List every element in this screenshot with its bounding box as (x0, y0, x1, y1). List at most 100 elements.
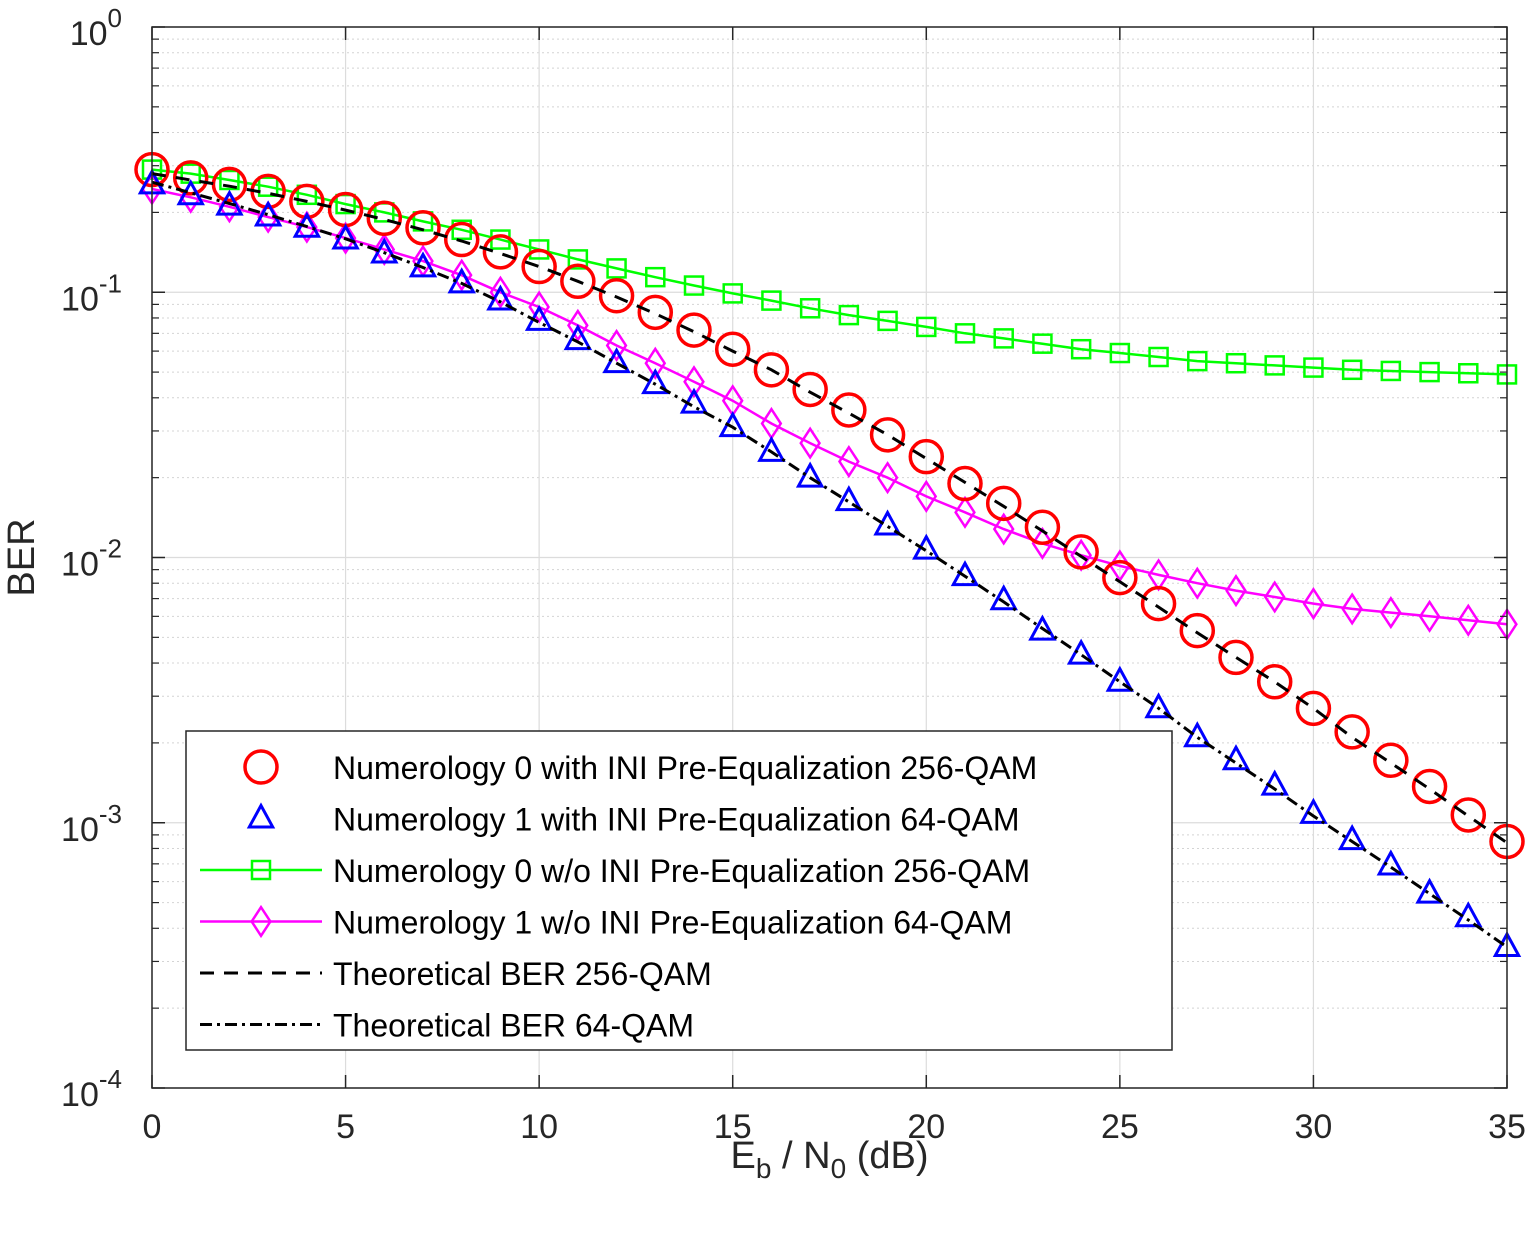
data-point (838, 444, 860, 479)
data-point (1063, 534, 1099, 570)
data-point (211, 166, 248, 203)
data-point (1031, 526, 1054, 561)
y-tick-exponent: 0 (108, 3, 122, 33)
data-point (683, 275, 705, 296)
data-point (915, 479, 938, 513)
y-tick-base: 10 (61, 811, 99, 849)
data-point (1334, 714, 1370, 750)
y-tick-exponent: -2 (99, 534, 122, 564)
data-point (676, 312, 712, 348)
data-point (831, 392, 867, 428)
legend-label: Theoretical BER 64-QAM (333, 1008, 694, 1044)
legend-label: Theoretical BER 256-QAM (333, 956, 712, 992)
data-point (838, 304, 860, 326)
legend-box (185, 730, 1173, 1051)
data-point (992, 512, 1015, 546)
data-point (1140, 585, 1177, 622)
data-point (560, 263, 596, 300)
x-tick-label: 35 (1488, 1108, 1526, 1146)
data-point (1102, 559, 1138, 596)
y-tick-exponent: -1 (99, 268, 122, 298)
data-point (908, 438, 945, 475)
data-point (1186, 566, 1209, 600)
data-point (1302, 587, 1325, 621)
data-point (799, 426, 821, 460)
y-axis-title: BER (1, 518, 43, 596)
x-axis-title: Eb / N0 (dB) (731, 1135, 929, 1184)
data-point (761, 290, 782, 311)
data-point (722, 283, 743, 304)
data-point (1341, 359, 1363, 381)
series-line (151, 168, 1508, 376)
legend: Numerology 0 with INI Pre-Equalization 2… (185, 730, 1173, 1051)
x-tick-label: 0 (143, 1108, 162, 1146)
legend-item: Numerology 1 with INI Pre-Equalization 6… (246, 802, 1020, 838)
data-point (1256, 664, 1293, 700)
x-axis-title-main: E (731, 1135, 756, 1177)
data-point (521, 248, 557, 285)
legend-marker (243, 749, 279, 785)
data-point (714, 331, 751, 367)
data-point (1457, 603, 1480, 637)
data-point (1225, 574, 1247, 608)
y-tick-label: 10-3 (61, 799, 122, 849)
legend-item: Numerology 1 w/o INI Pre-Equalization 64… (200, 905, 1012, 941)
data-point (334, 221, 357, 255)
data-point (489, 275, 512, 309)
data-point (373, 232, 396, 267)
data-point (1028, 614, 1057, 641)
data-point (1187, 350, 1208, 372)
data-point (1032, 333, 1053, 354)
x-axis-title-tail: (dB) (846, 1135, 928, 1177)
data-point (443, 221, 480, 258)
data-point (528, 290, 550, 324)
series-layer (134, 151, 1525, 957)
x-axis-title-sub-0: 0 (831, 1153, 847, 1184)
data-point (1303, 357, 1324, 378)
y-tick-label: 10-4 (61, 1064, 122, 1114)
data-point (331, 223, 360, 250)
x-tick-label: 10 (520, 1108, 558, 1146)
data-point (637, 294, 674, 331)
legend-label: Numerology 0 with INI Pre-Equalization 2… (333, 750, 1037, 786)
data-point (1183, 721, 1212, 748)
y-tick-label: 10-1 (61, 268, 122, 318)
data-point (1264, 355, 1285, 376)
data-point (1380, 360, 1402, 382)
data-point (176, 179, 205, 206)
data-point (1380, 595, 1402, 630)
legend-item: Numerology 0 w/o INI Pre-Equalization 25… (200, 853, 1030, 889)
x-axis-title-mid: / N (771, 1135, 830, 1177)
data-point (605, 328, 628, 363)
data-point (1337, 823, 1367, 851)
data-point (1179, 612, 1216, 649)
data-point (1411, 768, 1448, 805)
data-point (563, 323, 593, 351)
data-point (753, 352, 790, 388)
data-point (451, 219, 472, 241)
data-point (450, 258, 473, 292)
data-point (1144, 692, 1173, 719)
data-point (645, 266, 666, 288)
data-point (1070, 338, 1092, 360)
legend-marker (246, 802, 276, 829)
data-point (1109, 342, 1131, 364)
data-point (1458, 363, 1479, 384)
data-point (876, 461, 899, 495)
series-line (151, 172, 1508, 845)
legend-item: Numerology 0 with INI Pre-Equalization 2… (243, 749, 1037, 786)
series-line (151, 187, 1508, 626)
y-tick-base: 10 (70, 15, 108, 53)
data-point (1218, 639, 1254, 676)
x-tick-label: 5 (336, 1108, 355, 1146)
data-point (405, 210, 441, 246)
data-point (567, 308, 589, 342)
data-point (644, 346, 667, 380)
legend-label: Numerology 1 with INI Pre-Equalization 6… (333, 802, 1020, 838)
series-5 (151, 180, 1508, 949)
y-tick-base: 10 (61, 1076, 99, 1114)
data-point (947, 465, 983, 502)
data-point (296, 210, 318, 244)
x-tick-labels: 0 5 10 15 20 25 30 35 (143, 1108, 1526, 1146)
